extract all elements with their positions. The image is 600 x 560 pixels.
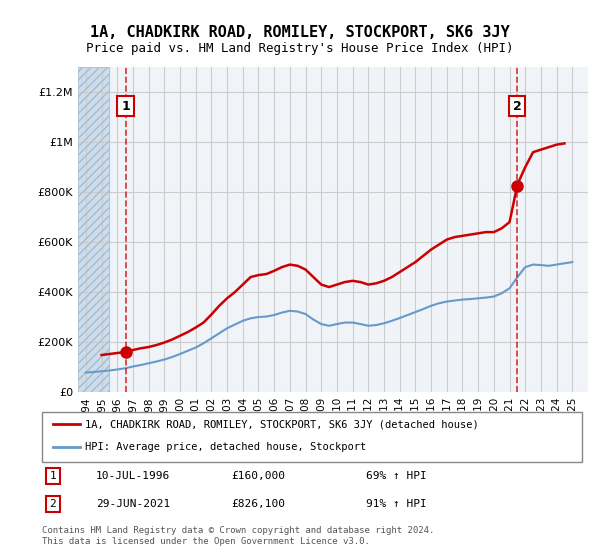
Text: 10-JUL-1996: 10-JUL-1996 xyxy=(96,471,170,481)
Text: 91% ↑ HPI: 91% ↑ HPI xyxy=(366,499,427,509)
Text: £160,000: £160,000 xyxy=(231,471,285,481)
FancyBboxPatch shape xyxy=(42,412,582,462)
Text: 1: 1 xyxy=(121,100,130,113)
Bar xyxy=(78,67,109,392)
Text: Contains HM Land Registry data © Crown copyright and database right 2024.
This d: Contains HM Land Registry data © Crown c… xyxy=(42,526,434,546)
Text: 2: 2 xyxy=(49,499,56,509)
Text: 2: 2 xyxy=(513,100,521,113)
Text: 1: 1 xyxy=(49,471,56,481)
Text: 1A, CHADKIRK ROAD, ROMILEY, STOCKPORT, SK6 3JY (detached house): 1A, CHADKIRK ROAD, ROMILEY, STOCKPORT, S… xyxy=(85,419,479,429)
Text: £826,100: £826,100 xyxy=(231,499,285,509)
Text: 69% ↑ HPI: 69% ↑ HPI xyxy=(366,471,427,481)
Text: Price paid vs. HM Land Registry's House Price Index (HPI): Price paid vs. HM Land Registry's House … xyxy=(86,42,514,55)
Text: HPI: Average price, detached house, Stockport: HPI: Average price, detached house, Stoc… xyxy=(85,442,367,452)
Text: 1A, CHADKIRK ROAD, ROMILEY, STOCKPORT, SK6 3JY: 1A, CHADKIRK ROAD, ROMILEY, STOCKPORT, S… xyxy=(90,25,510,40)
Text: 29-JUN-2021: 29-JUN-2021 xyxy=(96,499,170,509)
Bar xyxy=(78,67,109,392)
